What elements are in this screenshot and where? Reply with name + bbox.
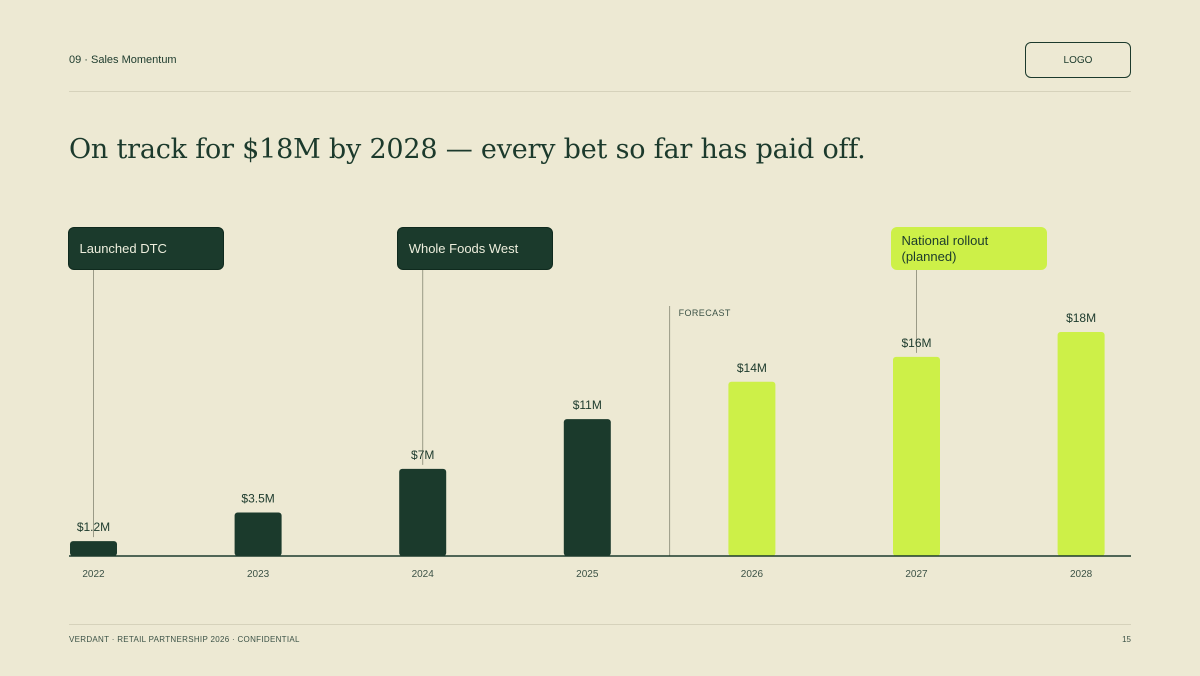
header: 09 · Sales Momentum LOGO (69, 42, 1131, 92)
data-label-2028: $18M (1066, 311, 1096, 325)
page-number: 15 (1122, 635, 1131, 644)
x-tick-2022: 2022 (82, 569, 105, 580)
data-label-2027: $16M (901, 336, 931, 350)
bar-2028 (1057, 332, 1105, 556)
data-label-2025: $11M (573, 398, 602, 412)
data-label-2024: $7M (411, 448, 434, 462)
data-label-2026: $14M (737, 361, 767, 375)
headline: On track for $18M by 2028 — every bet so… (69, 134, 866, 165)
x-tick-2026: 2026 (741, 569, 764, 580)
bar-2025 (563, 419, 611, 556)
bar-2022 (70, 541, 117, 556)
x-tick-2027: 2027 (905, 569, 928, 580)
x-tick-2025: 2025 (576, 569, 599, 580)
bar-2026 (728, 381, 776, 556)
x-tick-2028: 2028 (1070, 569, 1093, 580)
data-label-2022: $1.2M (77, 520, 110, 534)
footer-text: VERDANT · RETAIL PARTNERSHIP 2026 · CONF… (69, 635, 300, 644)
annotation-callout: National rollout (planned) (890, 227, 1047, 270)
forecast-label: FORECAST (679, 308, 731, 318)
x-tick-2024: 2024 (412, 569, 435, 580)
annotation-callout: Launched DTC (67, 227, 224, 270)
footer: VERDANT · RETAIL PARTNERSHIP 2026 · CONF… (69, 624, 1131, 644)
section-label: 09 · Sales Momentum (69, 54, 177, 66)
data-label-2023: $3.5M (241, 491, 274, 505)
annotation-callout: Whole Foods West (396, 227, 553, 270)
logo-placeholder: LOGO (1025, 42, 1131, 78)
bar-2024 (399, 468, 447, 556)
bar-2027 (893, 356, 940, 556)
bar-2023 (234, 512, 282, 556)
x-tick-2023: 2023 (247, 569, 270, 580)
